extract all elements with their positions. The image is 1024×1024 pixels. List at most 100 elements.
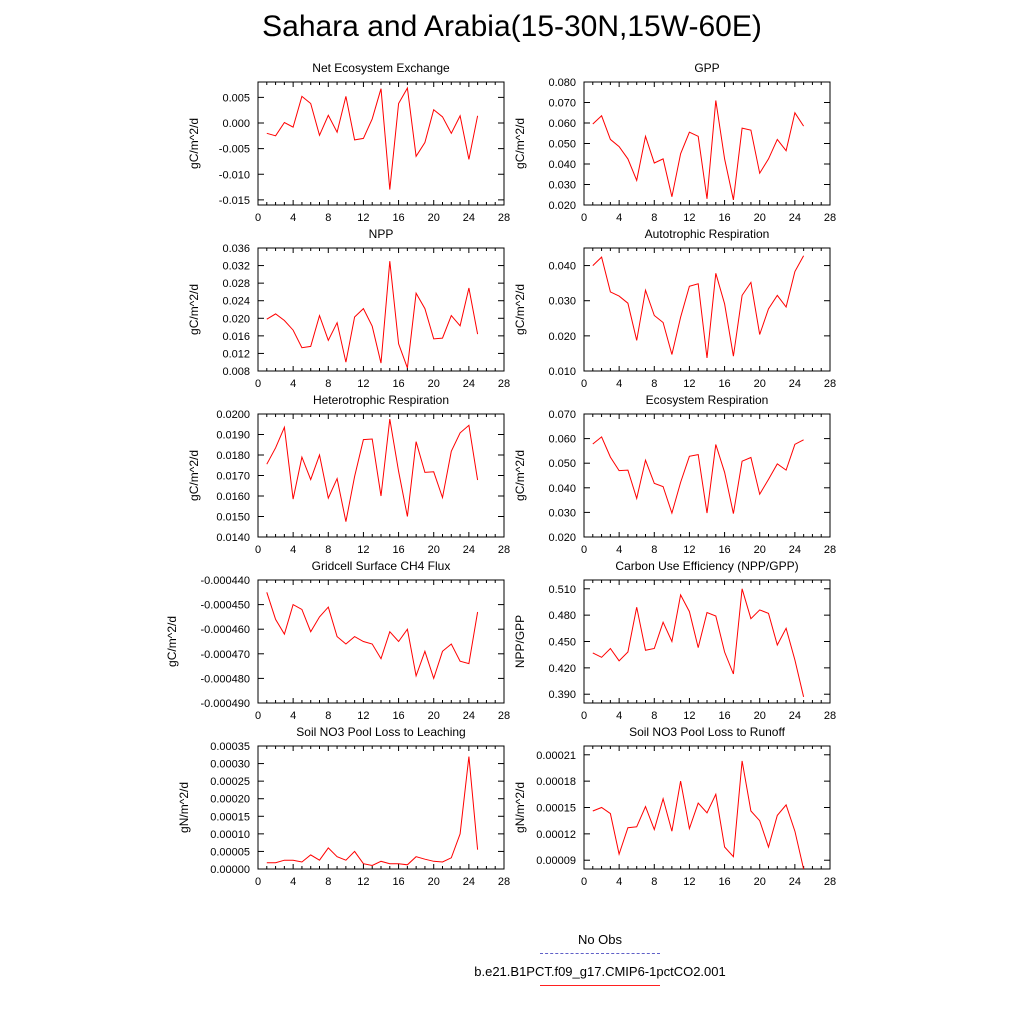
y-tick-label: 0.020 — [548, 200, 576, 212]
y-tick-label: -0.000440 — [200, 575, 250, 587]
x-tick-label: 20 — [428, 378, 440, 390]
y-tick-label: 0.032 — [222, 261, 250, 273]
x-tick-label: 8 — [651, 876, 657, 888]
x-tick-label: 28 — [498, 876, 510, 888]
x-tick-label: 24 — [463, 378, 475, 390]
x-tick-label: 0 — [255, 212, 261, 224]
x-tick-label: 20 — [754, 876, 766, 888]
plot-frame — [583, 579, 831, 704]
y-tick-label: 0.016 — [222, 331, 250, 343]
y-tick-label: 0.00012 — [536, 829, 576, 841]
x-tick-label: 4 — [290, 710, 296, 722]
y-tick-label: -0.005 — [219, 144, 250, 156]
x-tick-label: 24 — [463, 212, 475, 224]
panel-6: Ecosystem Respiration 0 4 8 12 16 20 24 28 0.020 0… — [513, 393, 836, 556]
y-tick-label: 0.008 — [222, 366, 250, 378]
x-tick-label: 28 — [824, 378, 836, 390]
x-tick-label: 24 — [789, 212, 801, 224]
series-line-1 — [592, 760, 805, 870]
x-tick-label: 16 — [392, 212, 404, 224]
y-tick-label: 0.060 — [548, 434, 576, 446]
x-tick-label: 8 — [651, 710, 657, 722]
x-tick-label: 28 — [824, 212, 836, 224]
x-tick-label: 24 — [789, 876, 801, 888]
x-tick-label: 4 — [616, 378, 622, 390]
x-tick-label: 28 — [498, 378, 510, 390]
x-tick-label: 16 — [718, 544, 730, 556]
x-tick-label: 12 — [683, 378, 695, 390]
x-tick-label: 24 — [463, 710, 475, 722]
x-tick-label: 4 — [290, 544, 296, 556]
y-axis-label: gC/m^2/d — [513, 118, 527, 169]
x-tick-label: 0 — [581, 544, 587, 556]
y-axis-label: gN/m^2/d — [177, 782, 191, 833]
y-tick-label: 0.0170 — [216, 471, 250, 483]
x-tick-label: 12 — [683, 876, 695, 888]
y-tick-label: 0.00000 — [210, 864, 250, 876]
x-tick-label: 4 — [616, 212, 622, 224]
y-tick-label: 0.00018 — [536, 776, 576, 788]
x-tick-label: 4 — [616, 876, 622, 888]
x-tick-label: 24 — [789, 544, 801, 556]
y-tick-label: 0.012 — [222, 348, 250, 360]
y-tick-label: 0.00009 — [536, 855, 576, 867]
y-tick-label: 0.480 — [548, 610, 576, 622]
y-tick-label: 0.050 — [548, 458, 576, 470]
y-tick-label: 0.00021 — [536, 750, 576, 762]
panel-title: Autotrophic Respiration — [645, 227, 770, 241]
x-tick-label: 20 — [428, 710, 440, 722]
y-axis-label: gC/m^2/d — [165, 616, 179, 667]
y-tick-label: 0.030 — [548, 507, 576, 519]
x-tick-label: 24 — [789, 710, 801, 722]
x-tick-label: 24 — [463, 876, 475, 888]
y-tick-label: 0.020 — [222, 313, 250, 325]
x-tick-label: 20 — [754, 710, 766, 722]
x-tick-label: 16 — [718, 710, 730, 722]
y-tick-label: 0.020 — [548, 532, 576, 544]
panel-title: Gridcell Surface CH4 Flux — [312, 559, 451, 573]
series-line-1 — [592, 100, 805, 201]
y-tick-label: 0.00025 — [210, 776, 250, 788]
x-tick-label: 12 — [357, 544, 369, 556]
y-tick-label: 0.00015 — [210, 811, 250, 823]
panel-title: Net Ecosystem Exchange — [312, 61, 450, 75]
x-tick-label: 8 — [651, 212, 657, 224]
plot-frame — [583, 247, 831, 372]
y-axis-label: gC/m^2/d — [187, 450, 201, 501]
x-tick-label: 12 — [357, 710, 369, 722]
y-tick-label: 0.00035 — [210, 741, 250, 753]
x-tick-label: 0 — [581, 212, 587, 224]
x-tick-label: 20 — [428, 212, 440, 224]
y-tick-label: -0.000460 — [200, 624, 250, 636]
plot-frame — [257, 81, 505, 206]
x-tick-label: 28 — [498, 710, 510, 722]
x-tick-label: 4 — [616, 710, 622, 722]
x-tick-label: 16 — [718, 212, 730, 224]
x-tick-label: 12 — [357, 378, 369, 390]
panel-title: GPP — [694, 61, 719, 75]
x-tick-label: 24 — [789, 378, 801, 390]
panel-9: Soil NO3 Pool Loss to Leaching 0 4 8 12 16 20 2… — [177, 725, 510, 888]
x-tick-label: 0 — [255, 876, 261, 888]
y-tick-label: 0.000 — [222, 118, 250, 130]
y-tick-label: 0.450 — [548, 637, 576, 649]
panel-title: Heterotrophic Respiration — [313, 393, 449, 407]
y-tick-label: -0.000470 — [200, 649, 250, 661]
y-tick-label: 0.028 — [222, 278, 250, 290]
y-tick-label: 0.0190 — [216, 430, 250, 442]
x-tick-label: 16 — [392, 544, 404, 556]
y-tick-label: 0.00020 — [210, 794, 250, 806]
x-tick-label: 12 — [683, 710, 695, 722]
y-axis-label: gC/m^2/d — [513, 284, 527, 335]
panel-8: Carbon Use Efficiency (NPP/GPP) 0 4 8 12 16 20… — [513, 559, 836, 722]
y-axis-label: NPP/GPP — [513, 615, 527, 668]
y-tick-label: -0.015 — [219, 195, 250, 207]
series-line-1 — [592, 436, 804, 515]
x-tick-label: 28 — [498, 212, 510, 224]
y-axis-label: gN/m^2/d — [513, 782, 527, 833]
series-line-1 — [266, 261, 479, 369]
y-tick-label: 0.0160 — [216, 491, 250, 503]
plot-frame — [257, 413, 505, 538]
y-tick-label: 0.0200 — [216, 409, 250, 421]
panel-title: Soil NO3 Pool Loss to Runoff — [629, 725, 786, 739]
